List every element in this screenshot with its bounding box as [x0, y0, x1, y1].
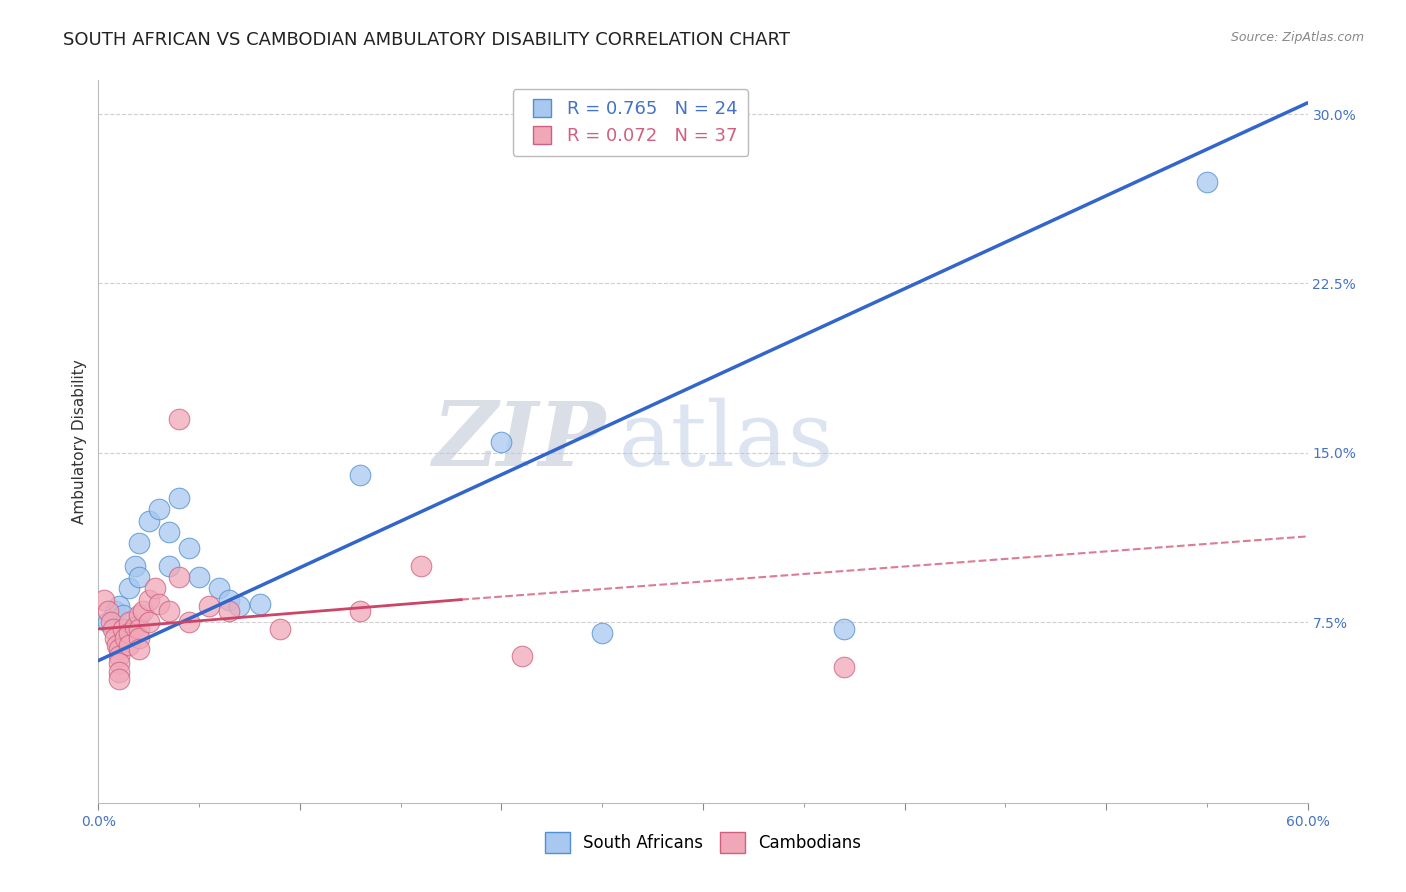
Point: [107, 599, 129, 614]
Point: [101, 622, 124, 636]
Point: [409, 558, 432, 573]
Point: [157, 604, 180, 618]
Point: [349, 604, 371, 618]
Point: [138, 514, 160, 528]
Point: [107, 656, 129, 670]
Point: [148, 502, 170, 516]
Point: [132, 604, 155, 618]
Point: [103, 631, 125, 645]
Point: [198, 599, 221, 614]
Point: [111, 622, 134, 636]
Point: [228, 599, 250, 614]
Point: [138, 615, 160, 630]
Text: Source: ZipAtlas.com: Source: ZipAtlas.com: [1230, 31, 1364, 45]
Point: [107, 648, 129, 663]
Point: [832, 660, 855, 674]
Point: [103, 604, 125, 618]
Point: [118, 626, 141, 640]
Point: [97, 615, 120, 630]
Point: [143, 582, 166, 596]
Point: [138, 592, 160, 607]
Point: [832, 622, 855, 636]
Point: [167, 491, 190, 505]
Text: SOUTH AFRICAN VS CAMBODIAN AMBULATORY DISABILITY CORRELATION CHART: SOUTH AFRICAN VS CAMBODIAN AMBULATORY DI…: [63, 31, 790, 49]
Point: [591, 626, 613, 640]
Text: ZIP: ZIP: [433, 399, 606, 484]
Point: [249, 597, 271, 611]
Point: [128, 570, 150, 584]
Point: [128, 536, 150, 550]
Point: [107, 665, 129, 679]
Point: [179, 541, 201, 555]
Point: [188, 570, 211, 584]
Point: [269, 622, 291, 636]
Point: [128, 608, 150, 623]
Point: [491, 434, 513, 449]
Y-axis label: Ambulatory Disability: Ambulatory Disability: [72, 359, 87, 524]
Point: [218, 592, 240, 607]
Point: [218, 604, 240, 618]
Point: [107, 642, 129, 657]
Point: [349, 468, 371, 483]
Point: [93, 592, 115, 607]
Point: [118, 615, 141, 630]
Point: [118, 582, 141, 596]
Point: [105, 638, 128, 652]
Point: [107, 672, 129, 686]
Point: [128, 642, 150, 657]
Point: [157, 558, 180, 573]
Point: [114, 631, 136, 645]
Point: [167, 570, 190, 584]
Point: [510, 648, 533, 663]
Point: [179, 615, 201, 630]
Point: [208, 582, 231, 596]
Point: [111, 608, 134, 623]
Point: [100, 615, 122, 630]
Point: [148, 597, 170, 611]
Point: [124, 558, 146, 573]
Point: [128, 631, 150, 645]
Point: [97, 604, 120, 618]
Point: [118, 638, 141, 652]
Point: [157, 524, 180, 539]
Legend: South Africans, Cambodians: South Africans, Cambodians: [538, 826, 868, 860]
Text: atlas: atlas: [619, 398, 834, 485]
Point: [1195, 175, 1218, 189]
Point: [128, 622, 150, 636]
Point: [124, 620, 146, 634]
Point: [167, 412, 190, 426]
